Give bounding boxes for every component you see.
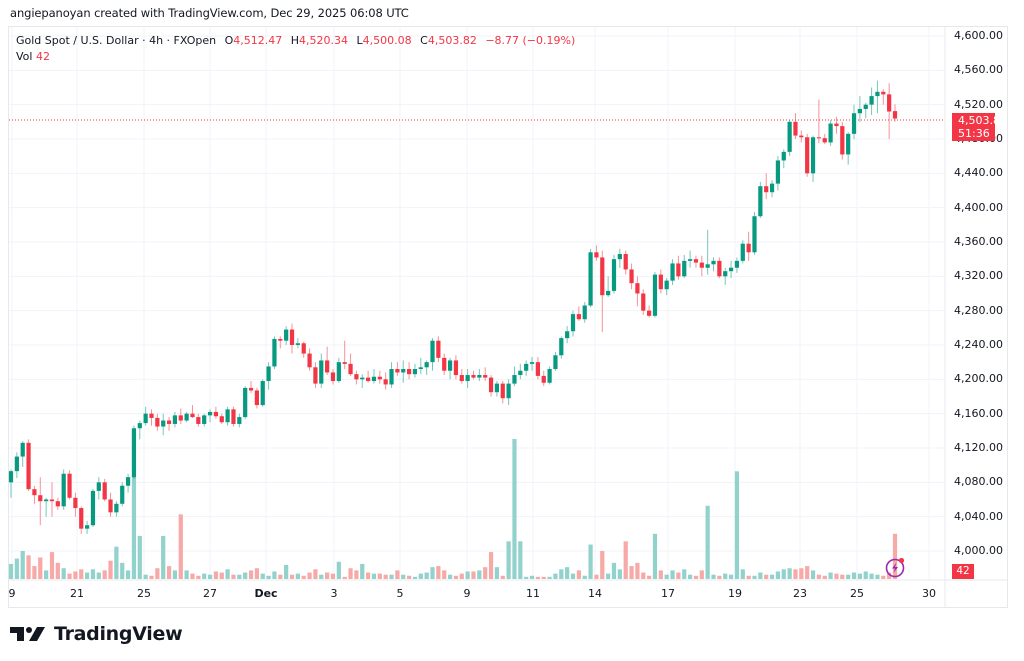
price-axis-label: 4,280.00 [954, 303, 1003, 317]
price-axis-label: 4,320.00 [954, 269, 1003, 283]
last-price: 4,503.82 [958, 114, 1007, 127]
time-axis-label: Dec [254, 587, 278, 600]
symbol-title[interactable]: Gold Spot / U.S. Dollar · 4h · FXOpen [16, 34, 217, 47]
price-axis-label: 4,400.00 [954, 200, 1003, 214]
chart-credit: angiepanoyan created with TradingView.co… [10, 6, 409, 20]
price-axis-label: 4,120.00 [954, 440, 1003, 454]
time-axis-label: 30 [922, 587, 936, 600]
time-axis-label: 23 [793, 587, 807, 600]
open-value: 4,512.47 [233, 34, 283, 47]
time-axis-label: 3 [330, 587, 338, 600]
time-axis-label: 25 [137, 587, 151, 600]
legend-ohlc-row: Gold Spot / U.S. Dollar · 4h · FXOpen O4… [16, 34, 576, 47]
price-axis-label: 4,520.00 [954, 97, 1003, 111]
volume-value: 42 [35, 50, 50, 63]
time-axis-label: 9 [8, 587, 16, 600]
time-axis-label: 11 [526, 587, 540, 600]
time-axis-label: 14 [588, 587, 602, 600]
price-axis-label: 4,160.00 [954, 406, 1003, 420]
price-axis-label: 4,560.00 [954, 63, 1003, 77]
price-axis-label: 4,200.00 [954, 372, 1003, 386]
last-price-tag: 4,503.82 51:36 [952, 113, 1007, 141]
close-value: 4,503.82 [427, 34, 477, 47]
grid-lines [9, 27, 1007, 607]
change-value: −8.77 (−0.19%) [485, 34, 576, 47]
price-axis-label: 4,000.00 [954, 543, 1003, 557]
tradingview-logo-icon [10, 627, 45, 641]
tradingview-logo[interactable]: TradingView [10, 622, 183, 646]
price-axis-label: 4,080.00 [954, 475, 1003, 489]
price-axis-label: 4,440.00 [954, 166, 1003, 180]
volume-bars [8, 439, 898, 579]
time-axis-label: 25 [850, 587, 864, 600]
price-axis-label: 4,240.00 [954, 337, 1003, 351]
high-value: 4,520.34 [299, 34, 349, 47]
candlesticks [8, 80, 898, 534]
legend-volume-row: Vol 42 [16, 50, 50, 63]
tradingview-logo-text: TradingView [54, 623, 183, 645]
chart-frame [8, 26, 1008, 608]
time-axis-label: 27 [203, 587, 217, 600]
lightning-icon[interactable] [884, 556, 906, 578]
price-axis-label: 4,360.00 [954, 234, 1003, 248]
time-axis-label: 17 [661, 587, 675, 600]
low-value: 4,500.08 [362, 34, 412, 47]
time-axis-label: 21 [70, 587, 84, 600]
price-axis-label: 4,600.00 [954, 29, 1003, 42]
time-axis-label: 9 [463, 587, 471, 600]
bar-countdown: 51:36 [958, 127, 990, 140]
time-axis-label: 5 [396, 587, 404, 600]
volume-tag: 42 [952, 564, 974, 579]
chart-legend: Gold Spot / U.S. Dollar · 4h · FXOpen O4… [16, 33, 575, 65]
price-axis-label: 4,040.00 [954, 509, 1003, 523]
time-axis-label: 19 [728, 587, 742, 600]
